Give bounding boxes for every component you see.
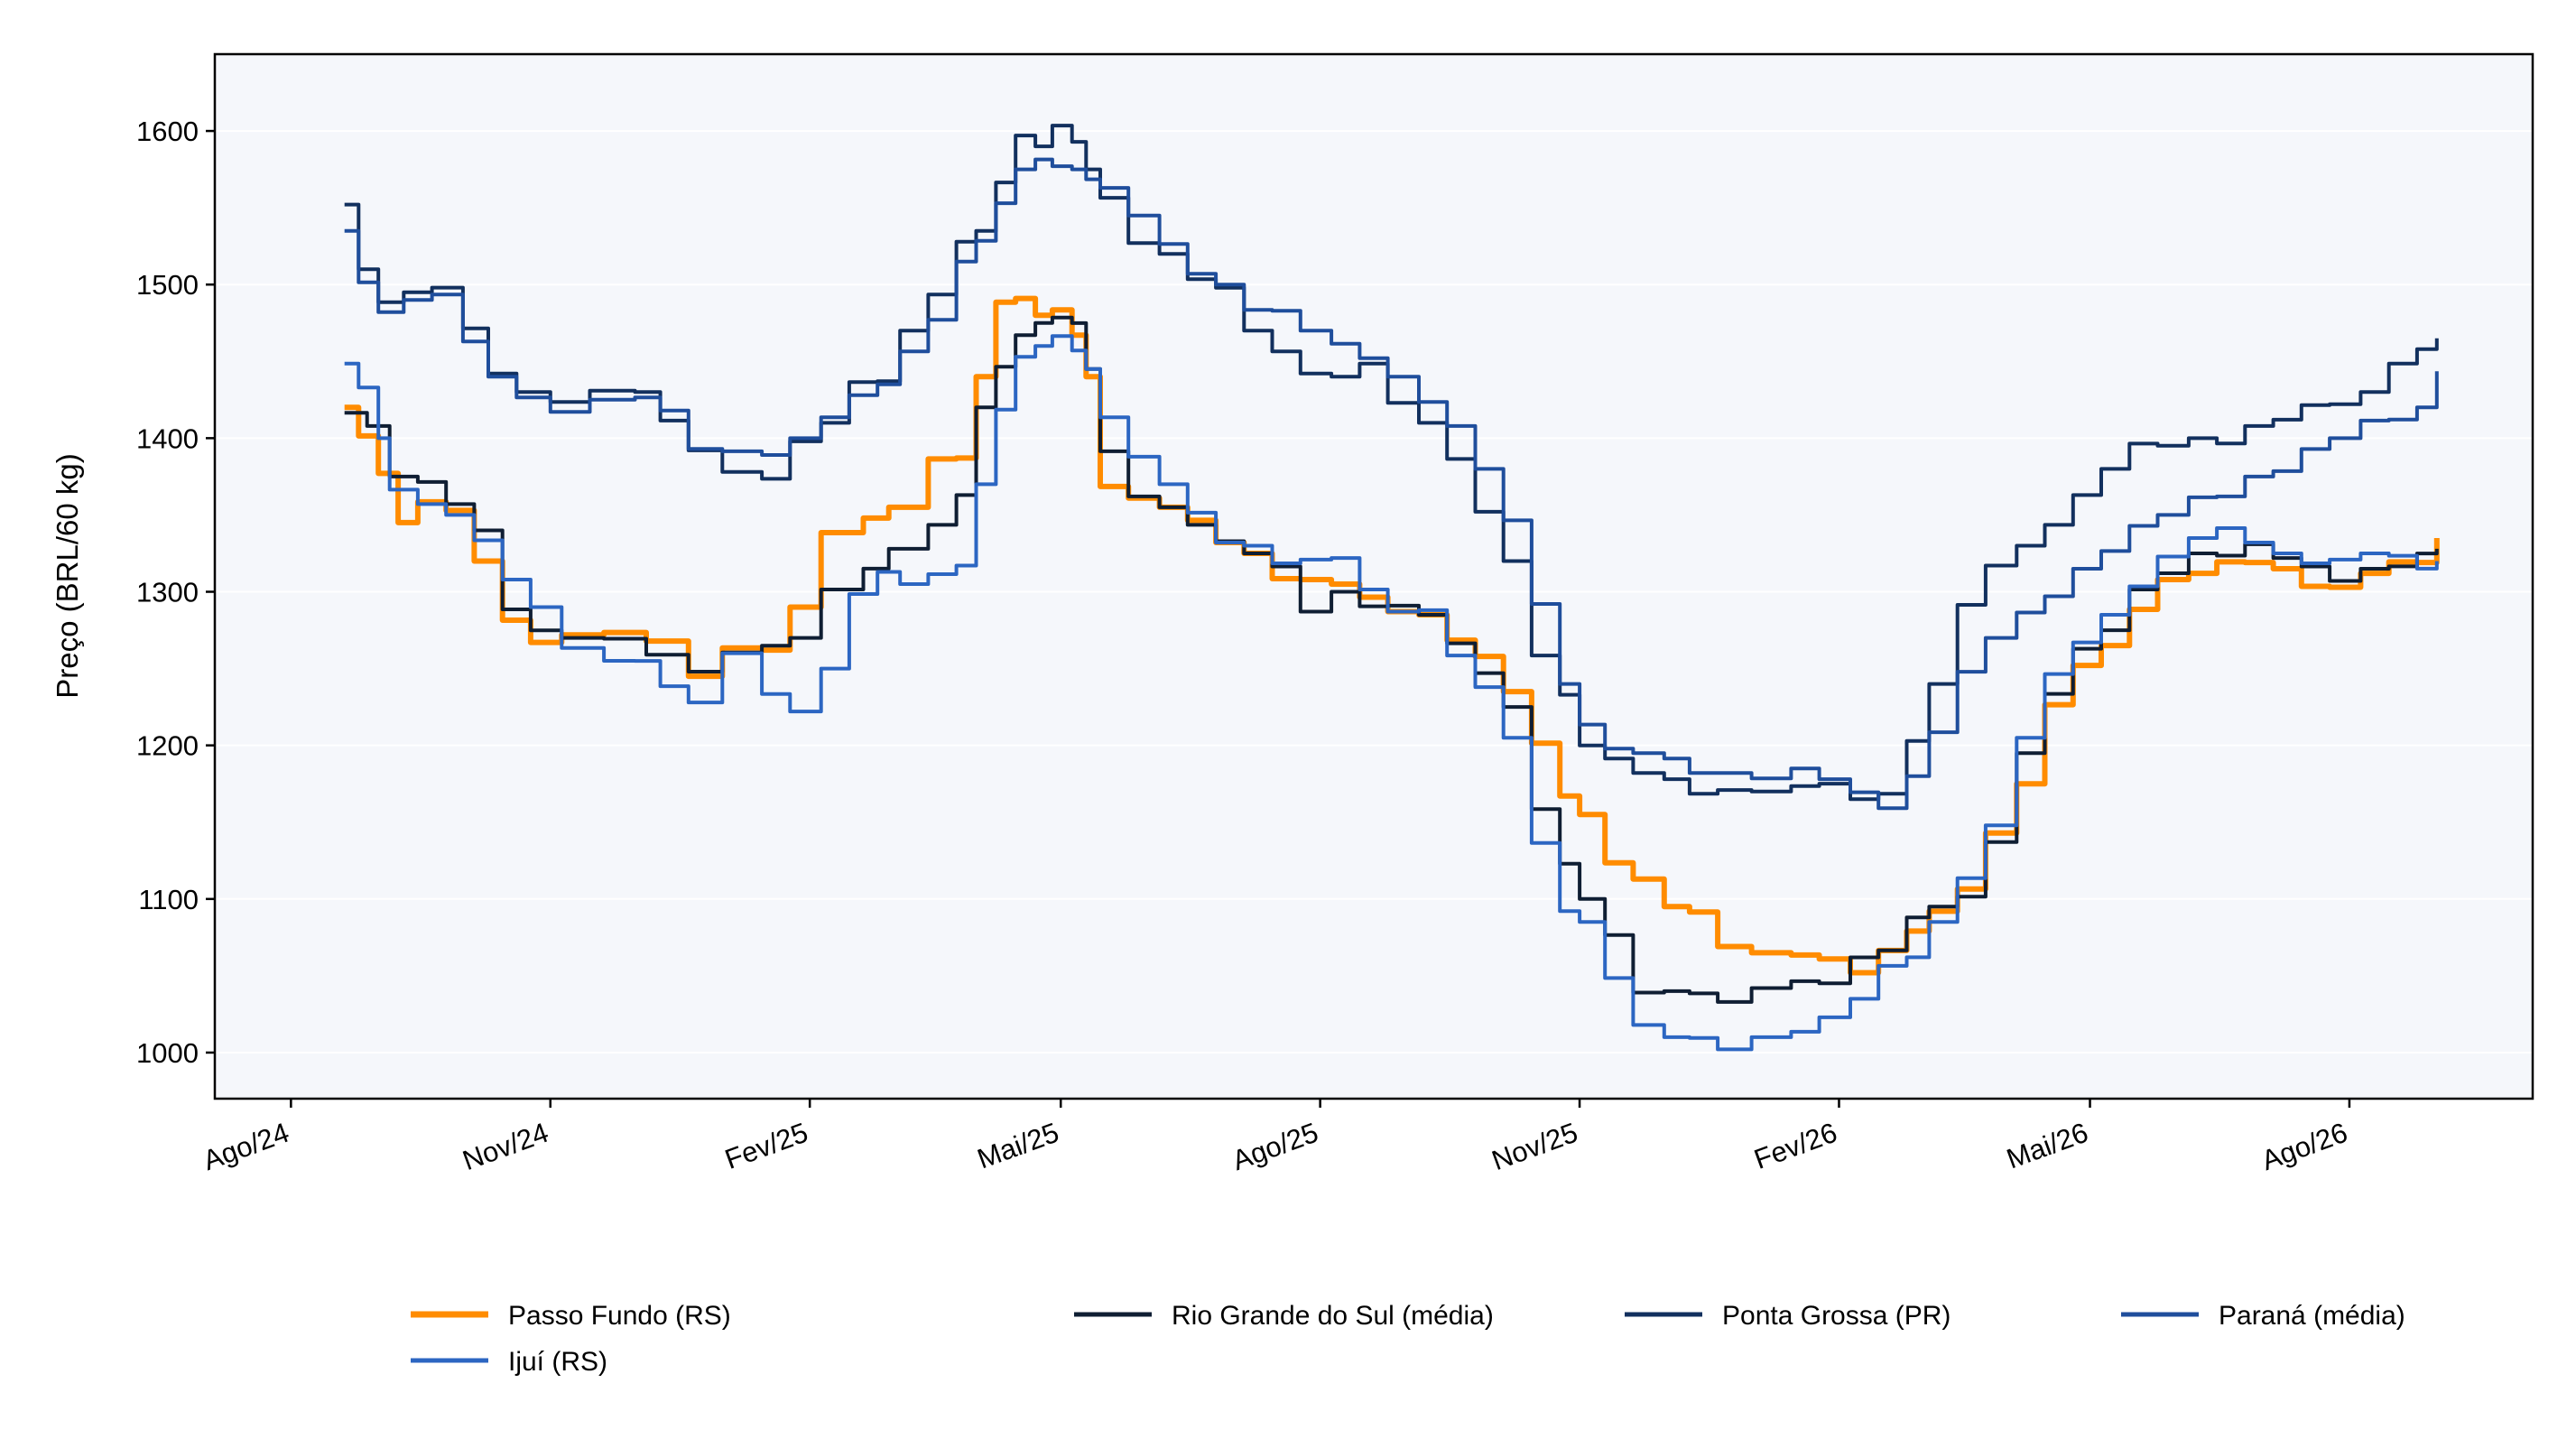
y-tick-label: 1200 (136, 730, 199, 762)
y-axis-title: Preço (BRL/60 kg) (51, 453, 84, 698)
legend-item-4: Ijuí (RS) (411, 1347, 607, 1377)
y-tick-label: 1400 (136, 422, 199, 454)
legend-item-1: Rio Grande do Sul (média) (1074, 1301, 1494, 1331)
y-axis: 1000 1100 1200 1300 1400 1500 1600 (136, 116, 215, 1069)
series-lines (344, 124, 2440, 1052)
legend: Passo Fundo (RS) Rio Grande do Sul (média… (411, 1301, 2405, 1377)
legend-label: Passo Fundo (RS) (508, 1301, 731, 1331)
plot-area (215, 54, 2533, 1099)
legend-item-0: Passo Fundo (RS) (411, 1301, 731, 1331)
legend-label: Ijuí (RS) (508, 1347, 607, 1377)
legend-label: Paraná (média) (2219, 1301, 2405, 1331)
y-tick-label: 1500 (136, 269, 199, 301)
series-line-4 (344, 334, 2439, 1052)
legend-item-3: Paraná (média) (2121, 1301, 2405, 1331)
y-tick-label: 1000 (136, 1037, 199, 1069)
plot-frame (213, 52, 2534, 1100)
y-tick-label: 1300 (136, 577, 199, 608)
series-line-2 (344, 124, 2439, 802)
legend-label: Ponta Grossa (PR) (1722, 1301, 1951, 1331)
legend-item-2: Ponta Grossa (PR) (1625, 1301, 1951, 1331)
y-tick-label: 1600 (136, 116, 199, 147)
series-line-3 (344, 157, 2439, 811)
y-tick-label: 1100 (138, 884, 199, 915)
gridlines (215, 130, 2533, 1054)
legend-label: Rio Grande do Sul (média) (1172, 1301, 1494, 1331)
